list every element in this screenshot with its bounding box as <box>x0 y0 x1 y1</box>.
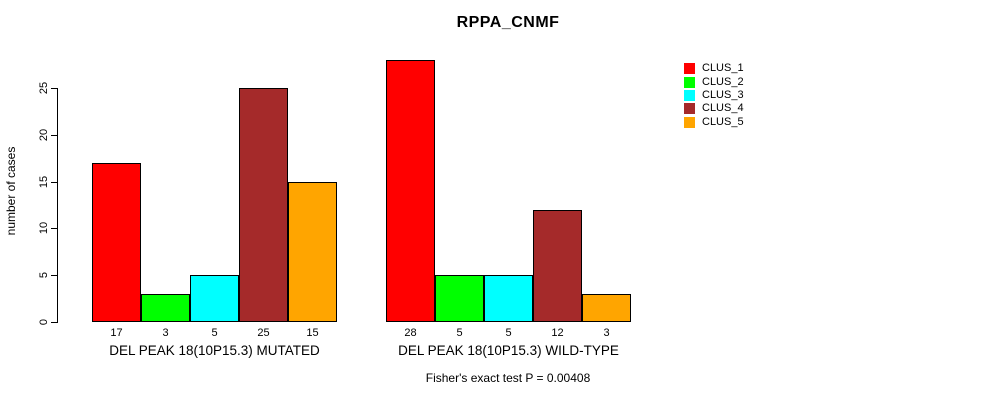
legend-swatch-clus_3 <box>684 89 695 101</box>
bar-value-label: 5 <box>505 327 512 339</box>
legend-label: CLUS_2 <box>702 75 744 88</box>
y-tick <box>51 134 57 136</box>
y-tick-label: 10 <box>38 222 50 235</box>
legend-label: CLUS_3 <box>702 88 744 101</box>
legend-entry-clus_1: CLUS_1 <box>684 62 744 75</box>
bar-value-label: 5 <box>456 327 463 339</box>
bar-clus_3-group1 <box>190 275 239 322</box>
bar-clus_5-group2 <box>582 294 631 322</box>
y-axis-label: number of cases <box>4 146 18 236</box>
y-tick-label: 5 <box>38 272 50 279</box>
y-tick <box>51 181 57 183</box>
bar-value-label: 3 <box>162 327 169 339</box>
legend-swatch-clus_1 <box>684 63 695 75</box>
legend-entry-clus_5: CLUS_5 <box>684 116 744 129</box>
bar-value-label: 15 <box>306 327 319 339</box>
bar-clus_4-group2 <box>533 210 582 322</box>
bar-clus_5-group1 <box>288 182 337 322</box>
legend-label: CLUS_5 <box>702 115 744 128</box>
y-tick <box>51 228 57 230</box>
legend-swatch-clus_2 <box>684 76 695 88</box>
bar-value-label: 12 <box>551 327 564 339</box>
chart-title: RPPA_CNMF <box>456 14 560 31</box>
y-tick-label: 0 <box>38 318 50 326</box>
legend-entry-clus_4: CLUS_4 <box>684 102 744 115</box>
bar-value-label: 3 <box>603 327 610 339</box>
bar-clus_4-group1 <box>239 88 288 322</box>
bar-clus_2-group1 <box>141 294 190 322</box>
y-tick-label: 20 <box>38 128 50 141</box>
x-category-label-1: DEL PEAK 18(10P15.3) MUTATED <box>109 343 320 358</box>
fisher-test-note: Fisher's exact test P = 0.00408 <box>425 371 591 385</box>
legend-swatch-clus_5 <box>684 116 695 128</box>
bar-clus_3-group2 <box>484 275 533 322</box>
y-tick <box>51 275 57 277</box>
y-tick-label: 15 <box>38 175 50 188</box>
legend-entry-clus_2: CLUS_2 <box>684 75 744 88</box>
bar-clus_2-group2 <box>435 275 484 322</box>
bar-clus_1-group2 <box>386 60 435 322</box>
x-category-label-2: DEL PEAK 18(10P15.3) WILD-TYPE <box>398 343 619 358</box>
bar-value-label: 28 <box>404 327 417 339</box>
y-axis-line <box>57 88 58 323</box>
bar-clus_1-group1 <box>92 163 141 322</box>
bar-value-label: 5 <box>211 327 218 339</box>
y-tick-label: 25 <box>38 81 50 95</box>
bar-value-label: 25 <box>257 327 270 339</box>
bar-value-label: 17 <box>110 327 123 339</box>
legend-label: CLUS_4 <box>702 102 744 115</box>
y-tick <box>51 322 57 323</box>
legend-entry-clus_3: CLUS_3 <box>684 89 744 102</box>
legend-swatch-clus_4 <box>684 103 695 115</box>
legend-label: CLUS_1 <box>702 62 744 75</box>
y-tick <box>51 88 57 89</box>
legend: CLUS_1 CLUS_2 CLUS_3 CLUS_4 CLUS_5 <box>684 62 744 129</box>
